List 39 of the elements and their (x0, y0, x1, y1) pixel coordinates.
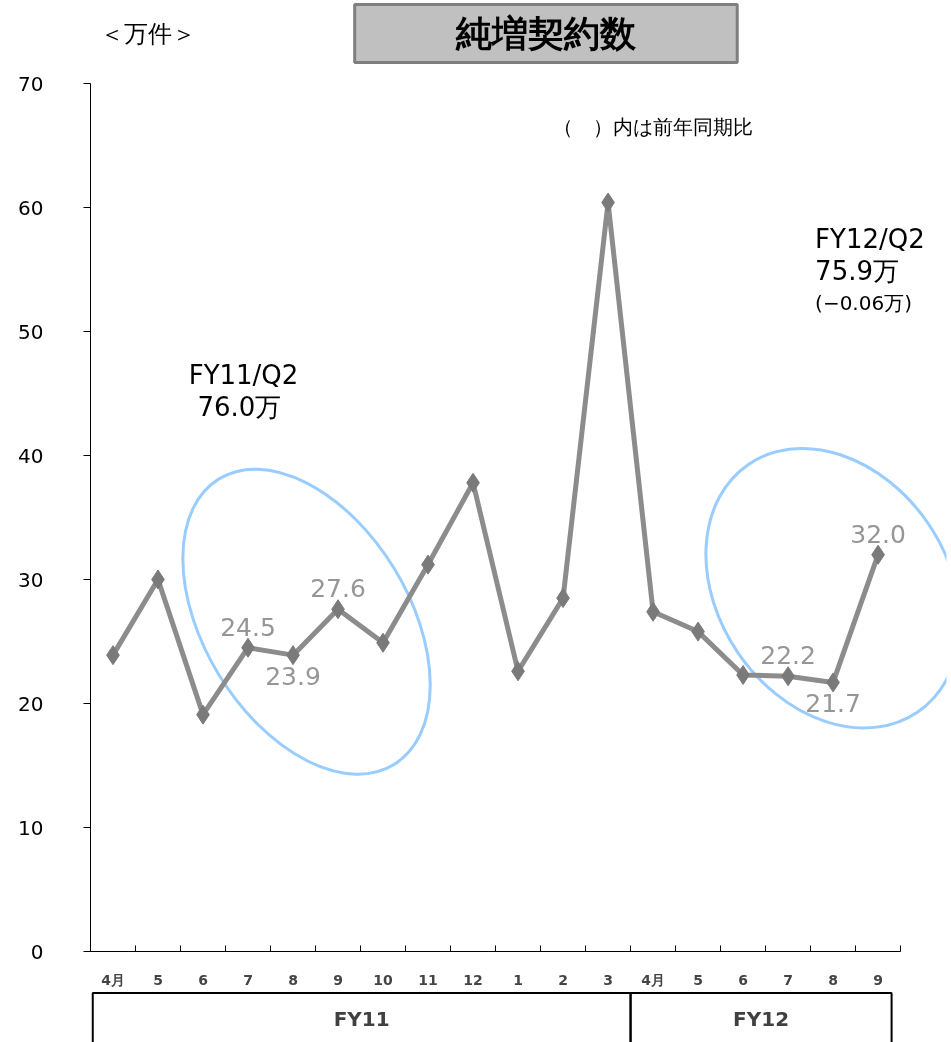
x-tick-label: 11 (418, 971, 438, 988)
x-tick-label: 5 (153, 971, 163, 988)
x-tick-label: 6 (198, 971, 208, 988)
chart-title: 純増契約数 (454, 13, 637, 54)
x-tick-label: 1 (513, 971, 523, 988)
annotation: FY11/Q2 76.0万 (188, 359, 299, 422)
annotation: （ ）内は前年同期比 (553, 114, 754, 139)
x-tick-label: 4月 (101, 971, 125, 988)
x-tick-label: 12 (463, 971, 483, 988)
y-tick-label: 0 (30, 939, 44, 964)
x-tick-label: 4月 (641, 971, 665, 988)
data-label: 32.0 (850, 519, 906, 549)
x-tick-label: 6 (738, 971, 748, 988)
y-tick-label: 10 (18, 815, 44, 840)
y-axis-title: ＜万件＞ (99, 19, 196, 48)
x-tick-label: 7 (783, 971, 793, 988)
x-tick-label: 7 (243, 971, 253, 988)
data-label: 22.2 (760, 641, 816, 671)
y-tick-label: 70 (18, 71, 44, 96)
x-tick-label: 3 (603, 971, 613, 988)
x-tick-label: 5 (693, 971, 703, 988)
x-tick-label: 2 (558, 971, 568, 988)
y-tick-label: 50 (18, 319, 44, 344)
data-label: 21.7 (805, 689, 861, 719)
x-tick-label: 10 (373, 971, 394, 988)
x-tick-label: 8 (288, 971, 298, 988)
x-tick-label: 8 (828, 971, 838, 988)
x-tick-label: 9 (333, 971, 343, 988)
x-tick-label: 9 (873, 971, 883, 988)
text: FY11 (333, 1007, 390, 1032)
y-tick-label: 20 (18, 691, 44, 716)
annotation: FY12/Q2 75.9万 (−0.06万) (815, 223, 925, 315)
data-label: 24.5 (220, 612, 276, 642)
y-tick-label: 40 (18, 443, 44, 468)
data-label: 27.6 (310, 574, 366, 604)
y-tick-label: 60 (18, 195, 44, 220)
text: FY12 (733, 1007, 790, 1032)
y-tick-label: 30 (18, 567, 44, 592)
data-label: 23.9 (265, 662, 321, 692)
